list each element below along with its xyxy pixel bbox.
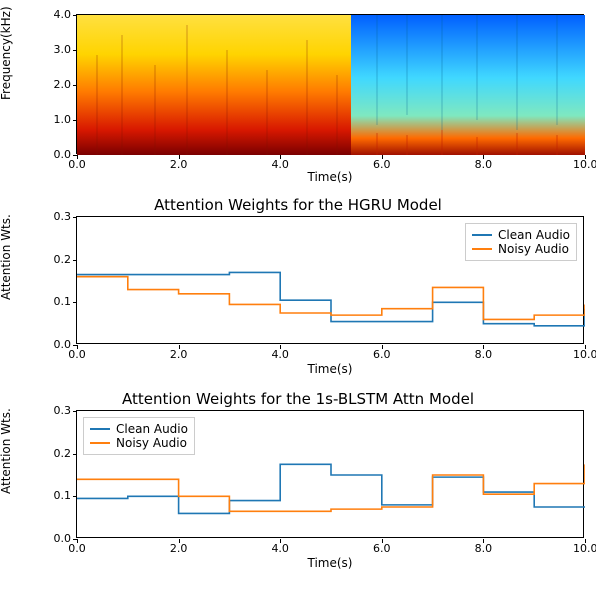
- blstm-ylabel: Attention Wts.: [0, 408, 13, 494]
- legend-swatch-clean: [472, 234, 492, 236]
- hgru-title: Attention Weights for the HGRU Model: [8, 196, 588, 214]
- spectrogram-panel: Frequency(kHz): [8, 8, 588, 190]
- hgru-panel: Attention Wts. Clean Audio Noisy Audio 0…: [8, 216, 588, 384]
- spectrogram-plot: 0.01.02.03.04.0 0.02.04.06.08.010.0: [76, 14, 584, 154]
- blstm-xlabel: Time(s): [76, 556, 584, 570]
- hgru-xlabel: Time(s): [76, 362, 584, 376]
- hgru-plot: Clean Audio Noisy Audio 0.00.10.20.3 0.0…: [76, 216, 584, 344]
- legend-label-clean: Clean Audio: [116, 422, 188, 436]
- legend-label-noisy: Noisy Audio: [498, 242, 569, 256]
- blstm-lines: [77, 464, 585, 513]
- legend-label-clean: Clean Audio: [498, 228, 570, 242]
- legend-swatch-noisy: [472, 248, 492, 250]
- hgru-ylabel: Attention Wts.: [0, 214, 13, 300]
- blstm-legend: Clean Audio Noisy Audio: [83, 417, 195, 455]
- spectrogram-xlabel: Time(s): [76, 170, 584, 184]
- blstm-title: Attention Weights for the 1s-BLSTM Attn …: [8, 390, 588, 408]
- blstm-panel: Attention Wts. Clean Audio Noisy Audio 0…: [8, 410, 588, 578]
- hgru-legend-clean: Clean Audio: [472, 228, 570, 242]
- blstm-plot: Clean Audio Noisy Audio 0.00.10.20.3 0.0…: [76, 410, 584, 538]
- spectrogram-svg: [77, 15, 585, 155]
- hgru-legend-noisy: Noisy Audio: [472, 242, 570, 256]
- legend-label-noisy: Noisy Audio: [116, 436, 187, 450]
- legend-swatch-clean: [90, 428, 110, 430]
- hgru-lines: [77, 272, 585, 325]
- legend-swatch-noisy: [90, 442, 110, 444]
- hgru-legend: Clean Audio Noisy Audio: [465, 223, 577, 261]
- blstm-legend-clean: Clean Audio: [90, 422, 188, 436]
- blstm-legend-noisy: Noisy Audio: [90, 436, 188, 450]
- spectrogram-ylabel: Frequency(kHz): [0, 6, 13, 100]
